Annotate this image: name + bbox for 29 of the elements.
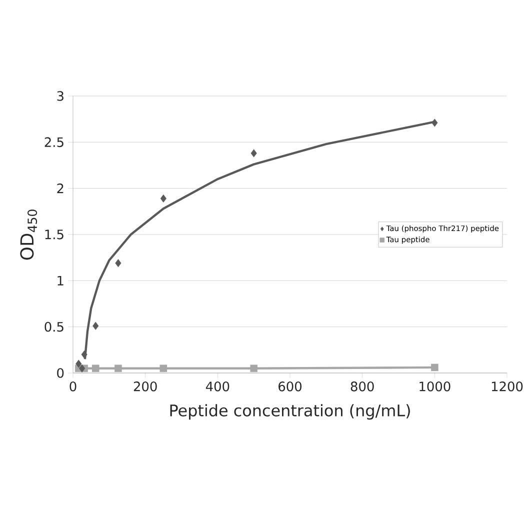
point [92, 322, 99, 330]
x-axis-title: Peptide concentration (ng/mL) [170, 404, 410, 420]
x-tick-label: 1000 [420, 382, 450, 392]
x-tick-label: 800 [350, 382, 374, 392]
point [250, 149, 257, 158]
x-tick-label: 1200 [492, 382, 523, 392]
x-tick-label: 400 [206, 382, 230, 392]
point [76, 360, 82, 368]
y-axis-title: OD$_{450}$ [20, 210, 38, 260]
point [92, 364, 100, 372]
x-tick-label: 0 [70, 382, 76, 392]
x-tick-label: 600 [278, 382, 302, 392]
y-tick-label: 2.5 [44, 137, 64, 148]
y-tick-label: 2 [57, 184, 64, 194]
point [114, 364, 122, 372]
point [432, 118, 438, 127]
y-tick-label: 0.5 [44, 322, 64, 332]
y-tick-label: 3 [57, 91, 64, 101]
point [250, 364, 258, 372]
point [81, 350, 88, 359]
y-tick-label: 0 [57, 368, 64, 378]
y-tick-label: 1.5 [45, 230, 64, 240]
point [160, 364, 168, 372]
point [115, 259, 122, 268]
point [78, 364, 86, 372]
point [431, 364, 438, 372]
x-tick-label: 200 [134, 382, 157, 392]
point [160, 194, 166, 203]
y-tick-label: 1 [58, 276, 64, 286]
